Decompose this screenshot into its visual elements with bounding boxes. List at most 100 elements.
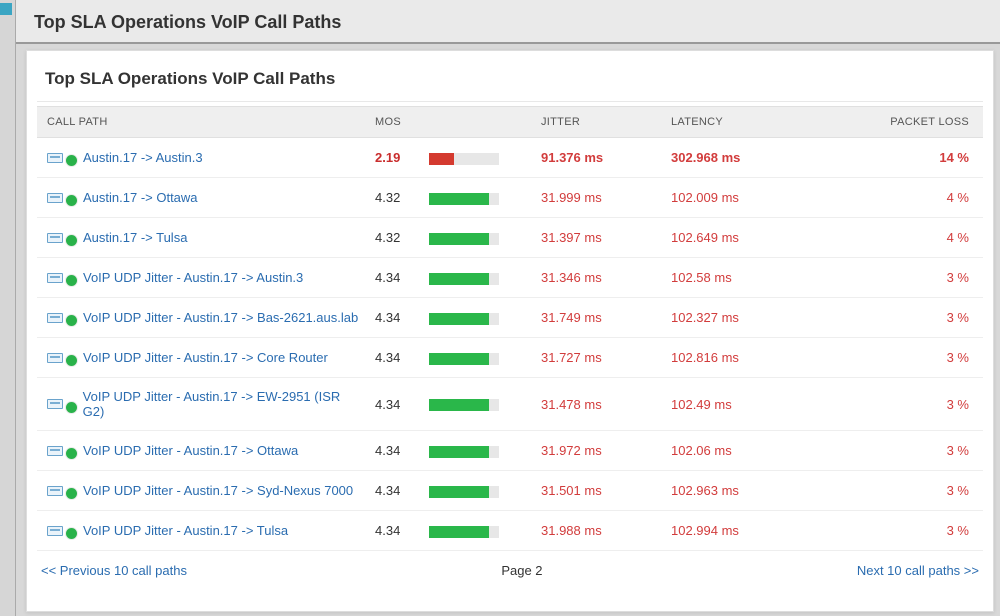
pager-next-link[interactable]: Next 10 call paths >> (857, 563, 979, 578)
cell-latency: 102.49 ms (663, 378, 813, 431)
callpath-link[interactable]: VoIP UDP Jitter - Austin.17 -> Bas-2621.… (83, 310, 358, 325)
cell-mos-bar (421, 378, 533, 431)
callpath-link[interactable]: Austin.17 -> Ottawa (83, 190, 198, 205)
left-accent-icon (0, 3, 12, 15)
cell-mos-bar (421, 431, 533, 471)
cell-jitter: 31.397 ms (533, 218, 663, 258)
cell-latency: 102.963 ms (663, 471, 813, 511)
col-header-latency[interactable]: LATENCY (663, 107, 813, 138)
table-row: VoIP UDP Jitter - Austin.17 -> EW-2951 (… (37, 378, 983, 431)
call-path-table: CALL PATH MOS JITTER LATENCY PACKET LOSS… (37, 106, 983, 551)
cell-callpath: VoIP UDP Jitter - Austin.17 -> Syd-Nexus… (37, 471, 367, 511)
callpath-link[interactable]: VoIP UDP Jitter - Austin.17 -> Tulsa (83, 523, 288, 538)
callpath-link[interactable]: Austin.17 -> Tulsa (83, 230, 187, 245)
status-dot-icon (66, 275, 77, 286)
cell-mos: 4.34 (367, 511, 421, 551)
page-title: Top SLA Operations VoIP Call Paths (16, 0, 1000, 44)
table-row: VoIP UDP Jitter - Austin.17 -> Syd-Nexus… (37, 471, 983, 511)
cell-packetloss: 3 % (813, 378, 983, 431)
sla-icon (47, 486, 63, 496)
cell-mos: 4.32 (367, 218, 421, 258)
mos-bar (429, 446, 499, 458)
mos-bar (429, 193, 499, 205)
cell-mos-bar (421, 258, 533, 298)
cell-latency: 102.58 ms (663, 258, 813, 298)
status-dot-icon (66, 488, 77, 499)
pager-prev-link[interactable]: << Previous 10 call paths (41, 563, 187, 578)
col-header-callpath[interactable]: CALL PATH (37, 107, 367, 138)
callpath-link[interactable]: VoIP UDP Jitter - Austin.17 -> Syd-Nexus… (83, 483, 353, 498)
table-row: Austin.17 -> Tulsa 4.32 31.397 ms102.649 m… (37, 218, 983, 258)
cell-mos: 4.34 (367, 471, 421, 511)
cell-callpath: VoIP UDP Jitter - Austin.17 -> Austin.3 (37, 258, 367, 298)
table-row: VoIP UDP Jitter - Austin.17 -> Tulsa 4.34… (37, 511, 983, 551)
cell-mos: 4.34 (367, 258, 421, 298)
callpath-link[interactable]: VoIP UDP Jitter - Austin.17 -> Ottawa (83, 443, 298, 458)
panel-title: Top SLA Operations VoIP Call Paths (27, 51, 993, 101)
mos-bar-fill (429, 526, 489, 538)
status-dot-icon (66, 355, 77, 366)
cell-jitter: 31.999 ms (533, 178, 663, 218)
mos-bar (429, 313, 499, 325)
cell-packetloss: 3 % (813, 431, 983, 471)
sla-icon (47, 353, 63, 363)
mos-bar-fill (429, 446, 489, 458)
cell-mos-bar (421, 218, 533, 258)
mos-bar (429, 353, 499, 365)
sla-icon (47, 526, 63, 536)
cell-mos-bar (421, 178, 533, 218)
sla-icon (47, 446, 63, 456)
mos-bar-fill (429, 313, 489, 325)
callpath-link[interactable]: VoIP UDP Jitter - Austin.17 -> Austin.3 (83, 270, 303, 285)
sla-icon (47, 273, 63, 283)
cell-latency: 102.816 ms (663, 338, 813, 378)
mos-bar-fill (429, 153, 454, 165)
cell-mos-bar (421, 138, 533, 178)
mos-bar-fill (429, 486, 489, 498)
sla-icon (47, 313, 63, 323)
col-header-bar (421, 107, 533, 138)
status-dot-icon (66, 528, 77, 539)
table-row: VoIP UDP Jitter - Austin.17 -> Austin.3 4… (37, 258, 983, 298)
cell-packetloss: 3 % (813, 338, 983, 378)
status-dot-icon (66, 315, 77, 326)
cell-packetloss: 14 % (813, 138, 983, 178)
cell-mos: 4.34 (367, 431, 421, 471)
cell-callpath: VoIP UDP Jitter - Austin.17 -> Tulsa (37, 511, 367, 551)
callpath-link[interactable]: VoIP UDP Jitter - Austin.17 -> EW-2951 (… (83, 389, 359, 419)
mos-bar (429, 233, 499, 245)
cell-jitter: 31.478 ms (533, 378, 663, 431)
cell-jitter: 31.972 ms (533, 431, 663, 471)
mos-bar (429, 399, 499, 411)
sla-icon (47, 399, 63, 409)
col-header-jitter[interactable]: JITTER (533, 107, 663, 138)
callpath-link[interactable]: VoIP UDP Jitter - Austin.17 -> Core Rout… (83, 350, 328, 365)
cell-latency: 102.649 ms (663, 218, 813, 258)
mos-bar-fill (429, 273, 489, 285)
cell-callpath: Austin.17 -> Ottawa (37, 178, 367, 218)
table-row: VoIP UDP Jitter - Austin.17 -> Ottawa 4.3… (37, 431, 983, 471)
cell-latency: 102.327 ms (663, 298, 813, 338)
status-dot-icon (66, 155, 77, 166)
cell-callpath: VoIP UDP Jitter - Austin.17 -> Ottawa (37, 431, 367, 471)
cell-mos: 4.32 (367, 178, 421, 218)
mos-bar (429, 153, 499, 165)
cell-mos: 2.19 (367, 138, 421, 178)
mos-bar-fill (429, 193, 489, 205)
sla-panel: Top SLA Operations VoIP Call Paths CALL … (26, 50, 994, 612)
col-header-mos[interactable]: MOS (367, 107, 421, 138)
table-row: Austin.17 -> Ottawa4.3231.999 ms102.009 … (37, 178, 983, 218)
cell-packetloss: 3 % (813, 298, 983, 338)
status-dot-icon (66, 448, 77, 459)
table-row: VoIP UDP Jitter - Austin.17 -> Core Rout… (37, 338, 983, 378)
cell-jitter: 31.727 ms (533, 338, 663, 378)
cell-callpath: VoIP UDP Jitter - Austin.17 -> Bas-2621.… (37, 298, 367, 338)
col-header-packetloss[interactable]: PACKET LOSS (813, 107, 983, 138)
mos-bar-fill (429, 233, 489, 245)
cell-jitter: 31.346 ms (533, 258, 663, 298)
pager: << Previous 10 call paths Page 2 Next 10… (27, 551, 993, 588)
mos-bar (429, 486, 499, 498)
cell-mos: 4.34 (367, 338, 421, 378)
callpath-link[interactable]: Austin.17 -> Austin.3 (83, 150, 203, 165)
cell-callpath: VoIP UDP Jitter - Austin.17 -> Core Rout… (37, 338, 367, 378)
